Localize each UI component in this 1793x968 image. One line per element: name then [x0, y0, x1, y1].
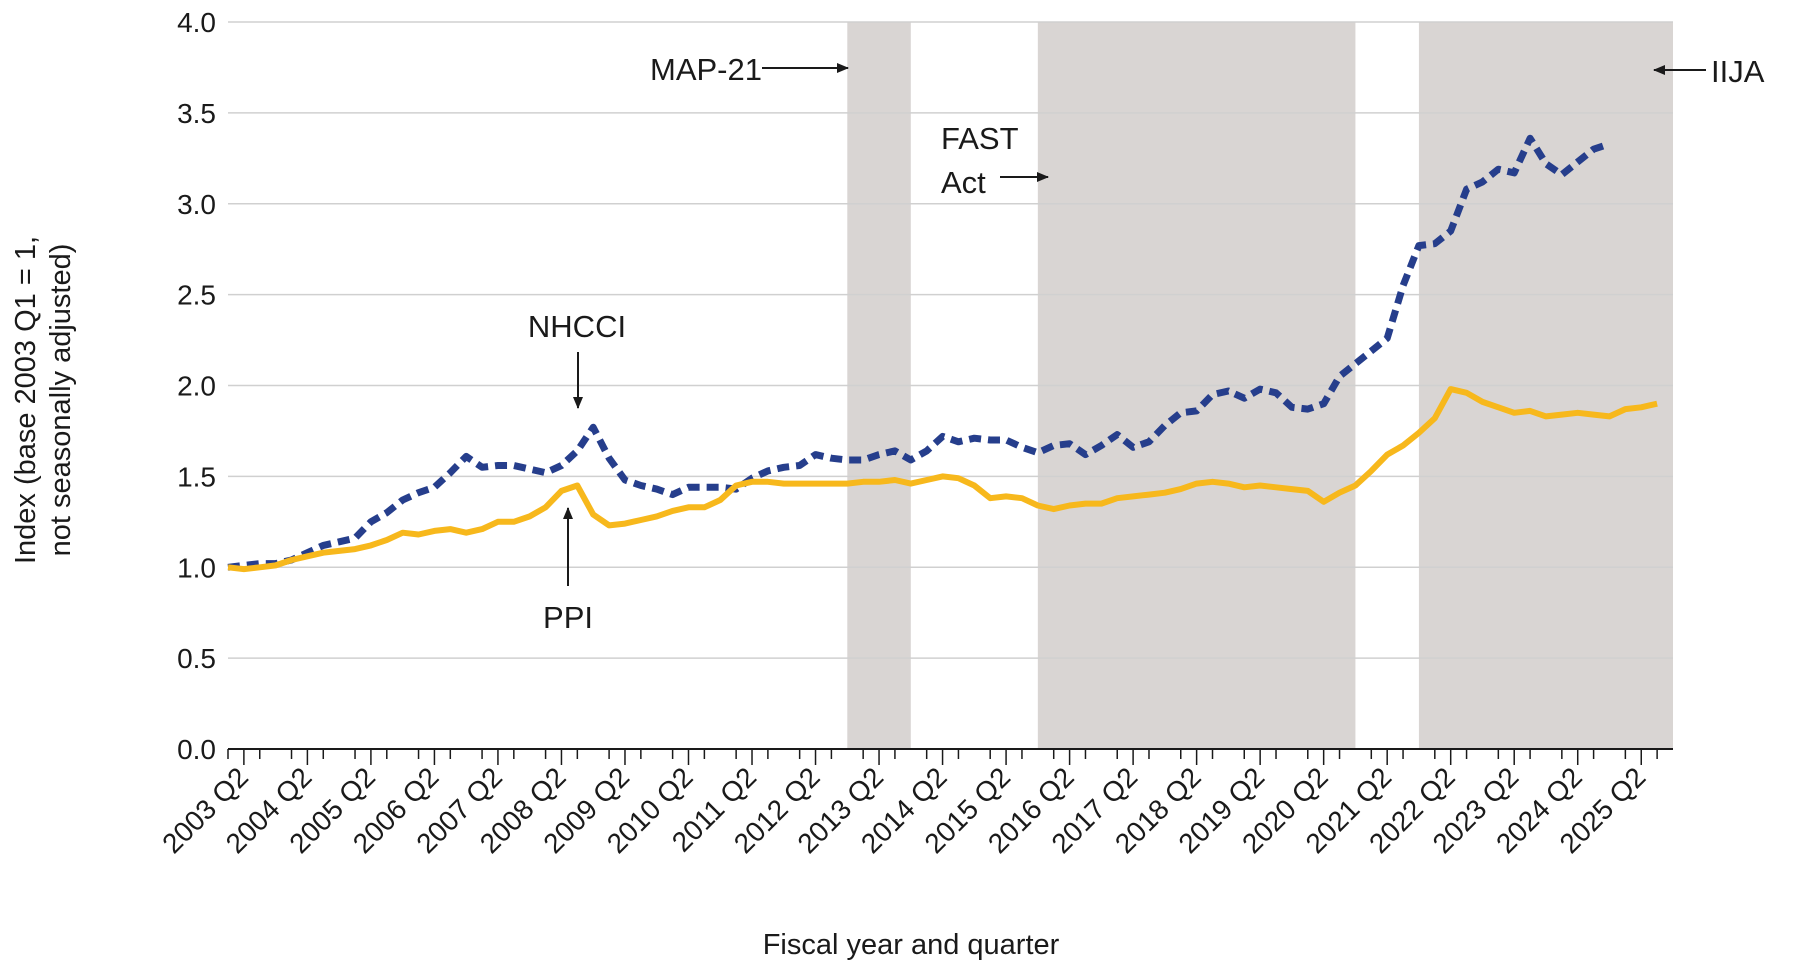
- y-tick-label: 2.0: [177, 371, 216, 402]
- series-line-ppi: [227, 386, 1658, 573]
- map21-label: MAP-21: [650, 52, 762, 87]
- y-tick-label: 2.5: [177, 280, 216, 311]
- x-axis-title: Fiscal year and quarter: [763, 929, 1060, 961]
- series: [227, 134, 1658, 573]
- annotations: MAP-21 FAST Act IIJA NHCCI PPI: [528, 52, 1765, 635]
- y-tick-label: 4.0: [177, 7, 216, 38]
- y-axis-title-line1: Index (base 2003 Q1 = 1,: [10, 236, 42, 564]
- y-tick-label: 1.5: [177, 461, 216, 492]
- series-line-nhcci: [227, 134, 1611, 571]
- y-tick-label: 0.5: [177, 643, 216, 674]
- y-tick-label: 3.5: [177, 98, 216, 129]
- iija-label: IIJA: [1711, 54, 1765, 89]
- ppi-label: PPI: [543, 600, 593, 635]
- y-tick-label: 1.0: [177, 552, 216, 583]
- y-tick-label: 3.0: [177, 189, 216, 220]
- gridlines: [228, 21, 1673, 659]
- y-axis-title-line2: not seasonally adjusted): [45, 244, 77, 557]
- fast-act-label-line2: Act: [941, 165, 986, 200]
- y-tick-label: 0.0: [177, 734, 216, 765]
- nhcci-label: NHCCI: [528, 309, 626, 344]
- fast-act-label-line1: FAST: [941, 121, 1019, 156]
